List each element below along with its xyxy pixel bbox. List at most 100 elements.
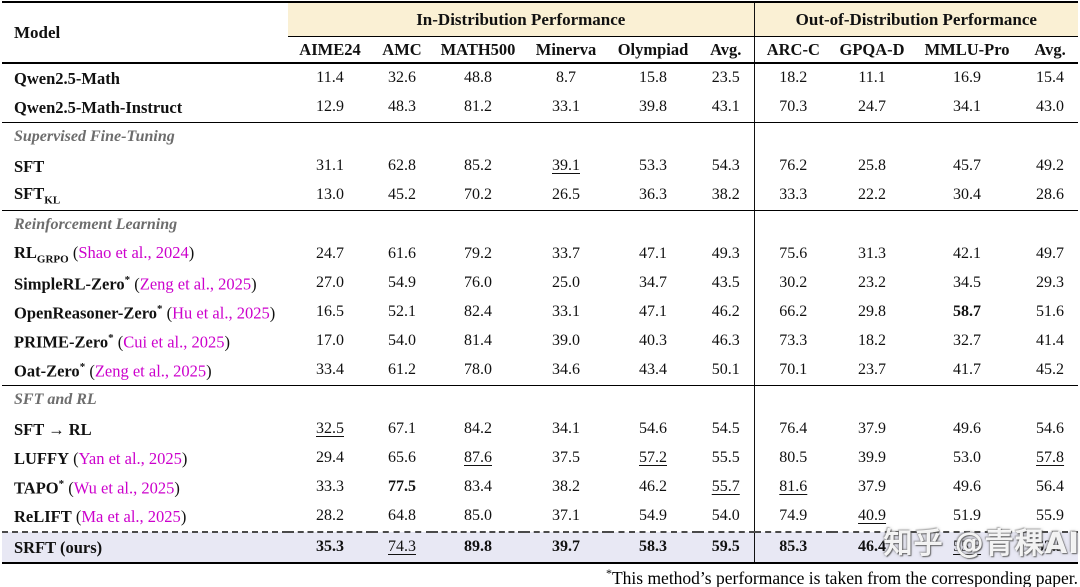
score-cell: 15.4 <box>1022 63 1078 93</box>
score-cell: 76.0 <box>432 269 524 298</box>
score-value: 54.3 <box>711 157 740 175</box>
score-cell: 87.6 <box>432 444 524 473</box>
score-cell: 25.8 <box>832 152 912 181</box>
score-value: 85.0 <box>464 507 492 525</box>
score-cell: 38.2 <box>524 473 608 502</box>
score-cell: 65.6 <box>372 444 432 473</box>
score-value: 40.3 <box>639 332 667 350</box>
citation-paren: ) <box>269 303 276 323</box>
score-value: 33.7 <box>552 245 580 263</box>
citation-link[interactable]: Hu et al., 2025 <box>172 303 270 323</box>
score-cell: 29.4 <box>288 444 372 473</box>
score-value: 80.5 <box>779 449 808 467</box>
score-cell: 28.2 <box>288 502 372 532</box>
score-cell: 53.0 <box>912 444 1022 473</box>
taken-from-paper-asterisk: * <box>79 360 86 373</box>
score-cell: 54.9 <box>608 502 698 532</box>
model-name: Qwen2.5-Math-Instruct <box>2 93 288 123</box>
citation-paren: ) <box>181 448 188 468</box>
model-column-header: Model <box>2 2 288 64</box>
benchmark-header: AMC <box>372 36 432 64</box>
score-cell: 62.8 <box>372 152 432 181</box>
score-value: 33.1 <box>552 303 580 321</box>
score-cell: 46.2 <box>698 298 754 327</box>
score-cell: 37.5 <box>524 444 608 473</box>
score-cell: 81.6 <box>753 473 833 502</box>
citation-link[interactable]: Zeng et al., 2025 <box>94 361 207 381</box>
score-cell: 24.7 <box>288 240 372 269</box>
score-cell: 40.9 <box>832 502 912 532</box>
score-value: 16.9 <box>953 69 982 87</box>
model-name: LUFFY (Yan et al., 2025) <box>2 444 288 473</box>
model-name: SFT → RL <box>2 415 288 444</box>
score-cell: 51.6 <box>1022 298 1078 327</box>
citation-paren: ( <box>162 303 173 323</box>
citation-paren: ( <box>64 478 74 498</box>
header-group-row: Model In-Distribution Performance Out-of-D… <box>2 2 1079 64</box>
model-name-subscript: GRPO <box>36 252 69 265</box>
score-value: 31.3 <box>858 245 887 263</box>
section-row: SFT and RL <box>2 385 1079 415</box>
score-cell: 58.3 <box>608 531 698 564</box>
citation-paren: ( <box>71 506 82 526</box>
citation-link[interactable]: Shao et al., 2024 <box>78 242 189 262</box>
benchmark-header: Avg. <box>698 36 755 64</box>
score-cell: 34.1 <box>912 93 1023 123</box>
score-value: 85.2 <box>464 157 492 175</box>
score-cell: 48.3 <box>372 93 432 123</box>
score-value: 56.4 <box>1036 478 1065 496</box>
score-cell: 61.2 <box>372 356 432 386</box>
score-cell: 32.5 <box>288 415 372 444</box>
table-footnote: *This method’s performance is taken from… <box>2 566 1078 587</box>
score-cell: 39.8 <box>608 93 698 123</box>
score-cell: 75.6 <box>753 240 833 269</box>
score-value: 40.9 <box>858 507 887 525</box>
score-cell: 34.7 <box>608 269 698 298</box>
score-value: 48.3 <box>388 98 416 116</box>
citation-link[interactable]: Zeng et al., 2025 <box>139 274 252 294</box>
score-value: 74.9 <box>779 507 808 525</box>
model-name: SFT <box>2 152 288 181</box>
score-value: 66.2 <box>779 303 808 321</box>
score-cell: 48.8 <box>432 63 524 93</box>
score-cell: 74.3 <box>372 531 432 564</box>
score-value: 48.8 <box>464 69 492 87</box>
score-value: 46.3 <box>711 332 740 350</box>
score-cell: 24.7 <box>832 93 913 123</box>
score-value: 37.9 <box>858 420 887 438</box>
score-value: 76.4 <box>779 420 808 438</box>
citation-link[interactable]: Wu et al., 2025 <box>73 478 175 498</box>
score-cell: 54.0 <box>372 327 432 356</box>
score-value: 29.4 <box>316 449 344 467</box>
score-value: 53.3 <box>639 157 667 175</box>
score-value: 83.4 <box>464 478 492 496</box>
table-row: Qwen2.5-Math-Instruct 12.9 48.3 81.2 33.1 39.… <box>2 93 1079 123</box>
model-name-text: Qwen2.5-Math-Instruct <box>14 97 183 117</box>
score-cell: 76.4 <box>753 415 833 444</box>
score-cell: 39.7 <box>524 531 608 564</box>
score-cell: 46.4 <box>832 531 913 564</box>
score-cell: 57.2 <box>608 444 698 473</box>
citation-link[interactable]: Ma et al., 2025 <box>81 506 181 526</box>
score-cell: 33.1 <box>524 298 608 327</box>
model-name-text: Oat-Zero <box>14 361 80 381</box>
citation-paren: ) <box>224 332 231 352</box>
score-cell: 53.3 <box>608 152 698 181</box>
score-cell: 49.2 <box>1022 152 1078 181</box>
score-value: 30.2 <box>779 274 808 292</box>
score-value: 53.0 <box>953 449 982 467</box>
score-cell: 81.2 <box>432 93 524 123</box>
score-value: 17.0 <box>316 332 344 350</box>
score-value: 42.1 <box>953 245 982 263</box>
score-value: 67.1 <box>388 420 416 438</box>
score-value: 47.1 <box>639 303 667 321</box>
citation-paren: ( <box>113 332 124 352</box>
score-value: 37.9 <box>858 478 887 496</box>
citation-link[interactable]: Yan et al., 2025 <box>78 448 182 468</box>
score-cell: 46.2 <box>608 473 698 502</box>
score-value: 24.7 <box>316 245 344 263</box>
citation-link[interactable]: Cui et al., 2025 <box>123 332 225 352</box>
score-cell: 12.9 <box>288 93 372 123</box>
score-cell: 54.3 <box>698 152 754 181</box>
table-row: ReLIFT (Ma et al., 2025) 28.2 64.8 85.0 37.1… <box>2 502 1078 532</box>
